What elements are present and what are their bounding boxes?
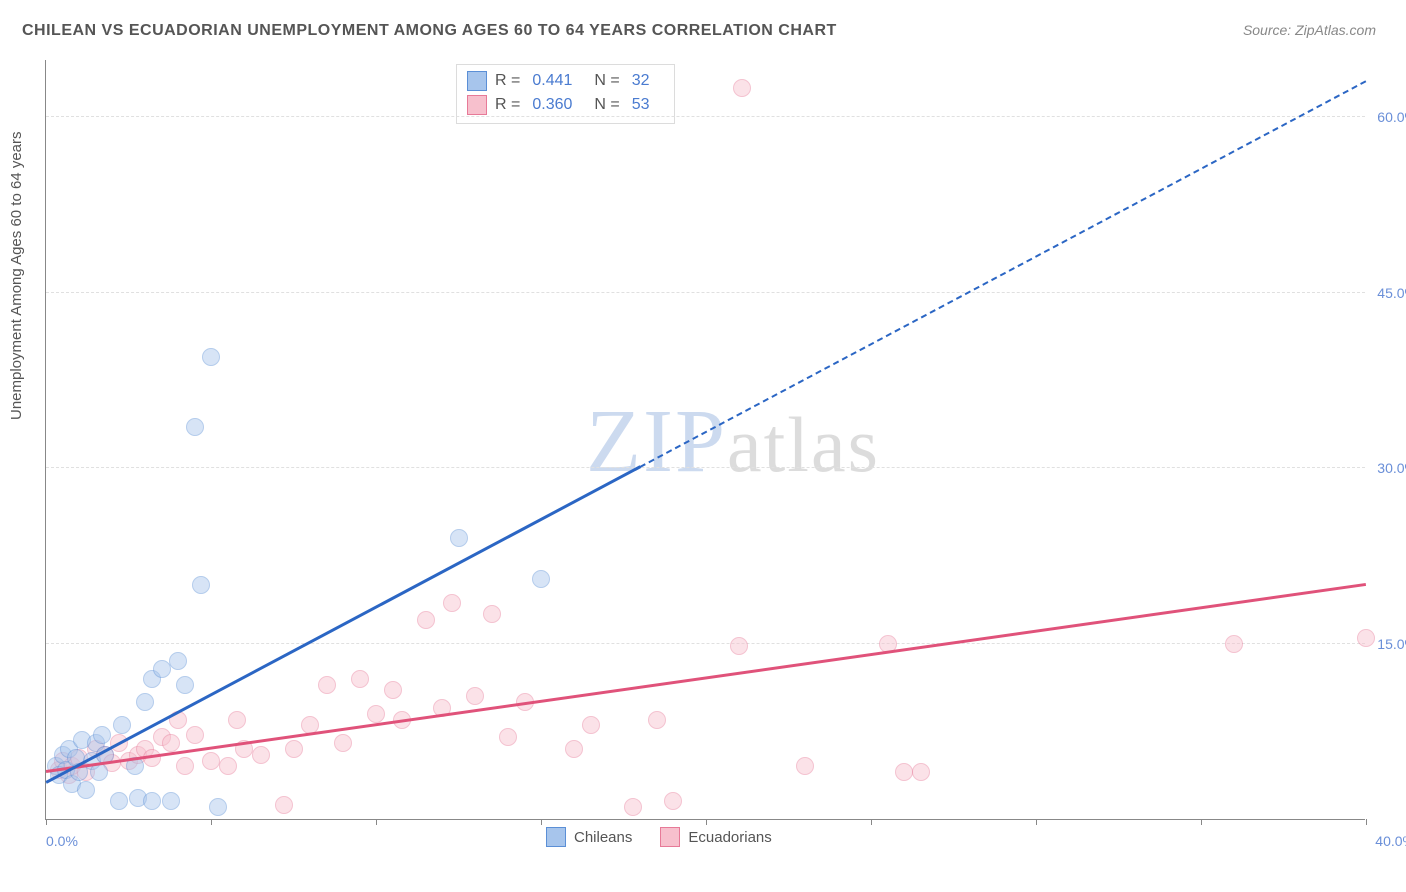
scatter-point-ecuadorians — [384, 681, 402, 699]
scatter-point-ecuadorians — [318, 676, 336, 694]
chart-title: CHILEAN VS ECUADORIAN UNEMPLOYMENT AMONG… — [22, 22, 837, 40]
scatter-point-chileans — [153, 660, 171, 678]
n-value-chileans: 32 — [632, 72, 650, 90]
scatter-point-ecuadorians — [162, 734, 180, 752]
y-tick-label: 45.0% — [1377, 285, 1406, 301]
scatter-point-chileans — [186, 418, 204, 436]
x-tick — [871, 819, 872, 825]
scatter-point-ecuadorians — [1225, 635, 1243, 653]
scatter-point-chileans — [136, 693, 154, 711]
scatter-point-ecuadorians — [895, 763, 913, 781]
scatter-point-ecuadorians — [417, 611, 435, 629]
scatter-point-chileans — [169, 652, 187, 670]
legend-item-ecuadorians: Ecuadorians — [660, 827, 771, 847]
legend-label-chileans: Chileans — [574, 829, 632, 846]
y-tick-label: 30.0% — [1377, 460, 1406, 476]
n-label: N = — [594, 72, 619, 90]
scatter-point-chileans — [93, 726, 111, 744]
scatter-point-ecuadorians — [664, 792, 682, 810]
stats-row-chileans: R = 0.441 N = 32 — [467, 69, 664, 93]
scatter-point-ecuadorians — [912, 763, 930, 781]
r-value-ecuadorians: 0.360 — [532, 96, 572, 114]
x-tick — [541, 819, 542, 825]
swatch-chileans — [467, 71, 487, 91]
scatter-point-ecuadorians — [733, 79, 751, 97]
gridline-horizontal — [46, 467, 1365, 468]
y-tick-label: 60.0% — [1377, 109, 1406, 125]
series-legend: Chileans Ecuadorians — [546, 827, 772, 847]
legend-item-chileans: Chileans — [546, 827, 632, 847]
x-tick — [1036, 819, 1037, 825]
scatter-point-ecuadorians — [228, 711, 246, 729]
x-tick — [1366, 819, 1367, 825]
scatter-point-ecuadorians — [466, 687, 484, 705]
scatter-point-chileans — [113, 716, 131, 734]
scatter-point-chileans — [143, 792, 161, 810]
scatter-point-ecuadorians — [176, 757, 194, 775]
scatter-point-chileans — [202, 348, 220, 366]
correlation-stats-legend: R = 0.441 N = 32 R = 0.360 N = 53 — [456, 64, 675, 124]
x-tick-label: 0.0% — [46, 833, 78, 849]
gridline-horizontal — [46, 292, 1365, 293]
scatter-point-ecuadorians — [565, 740, 583, 758]
scatter-point-ecuadorians — [499, 728, 517, 746]
scatter-point-ecuadorians — [582, 716, 600, 734]
x-tick-label: 40.0% — [1375, 833, 1406, 849]
scatter-point-ecuadorians — [648, 711, 666, 729]
swatch-ecuadorians — [467, 95, 487, 115]
trendline-chileans-dashed — [640, 81, 1367, 469]
scatter-point-chileans — [209, 798, 227, 816]
scatter-plot-area: ZIPatlas R = 0.441 N = 32 R = 0.360 N = … — [45, 60, 1365, 820]
gridline-horizontal — [46, 643, 1365, 644]
scatter-point-ecuadorians — [202, 752, 220, 770]
r-label: R = — [495, 72, 520, 90]
scatter-point-ecuadorians — [219, 757, 237, 775]
scatter-point-chileans — [77, 781, 95, 799]
n-value-ecuadorians: 53 — [632, 96, 650, 114]
y-axis-label: Unemployment Among Ages 60 to 64 years — [8, 131, 25, 420]
x-tick — [46, 819, 47, 825]
x-tick — [211, 819, 212, 825]
swatch-ecuadorians — [660, 827, 680, 847]
scatter-point-ecuadorians — [334, 734, 352, 752]
scatter-point-chileans — [162, 792, 180, 810]
scatter-point-ecuadorians — [186, 726, 204, 744]
legend-label-ecuadorians: Ecuadorians — [688, 829, 771, 846]
y-tick-label: 15.0% — [1377, 636, 1406, 652]
scatter-point-ecuadorians — [252, 746, 270, 764]
scatter-point-ecuadorians — [483, 605, 501, 623]
scatter-point-ecuadorians — [351, 670, 369, 688]
scatter-point-ecuadorians — [367, 705, 385, 723]
watermark: ZIPatlas — [586, 390, 880, 493]
x-tick — [376, 819, 377, 825]
swatch-chileans — [546, 827, 566, 847]
scatter-point-chileans — [192, 576, 210, 594]
r-value-chileans: 0.441 — [532, 72, 572, 90]
scatter-point-ecuadorians — [285, 740, 303, 758]
scatter-point-ecuadorians — [443, 594, 461, 612]
x-tick — [1201, 819, 1202, 825]
scatter-point-ecuadorians — [730, 637, 748, 655]
scatter-point-chileans — [110, 792, 128, 810]
scatter-point-ecuadorians — [275, 796, 293, 814]
source-attribution: Source: ZipAtlas.com — [1243, 22, 1376, 38]
scatter-point-chileans — [450, 529, 468, 547]
scatter-point-ecuadorians — [1357, 629, 1375, 647]
scatter-point-ecuadorians — [624, 798, 642, 816]
scatter-point-ecuadorians — [796, 757, 814, 775]
n-label: N = — [594, 96, 619, 114]
gridline-horizontal — [46, 116, 1365, 117]
stats-row-ecuadorians: R = 0.360 N = 53 — [467, 93, 664, 117]
scatter-point-chileans — [532, 570, 550, 588]
x-tick — [706, 819, 707, 825]
scatter-point-chileans — [176, 676, 194, 694]
r-label: R = — [495, 96, 520, 114]
